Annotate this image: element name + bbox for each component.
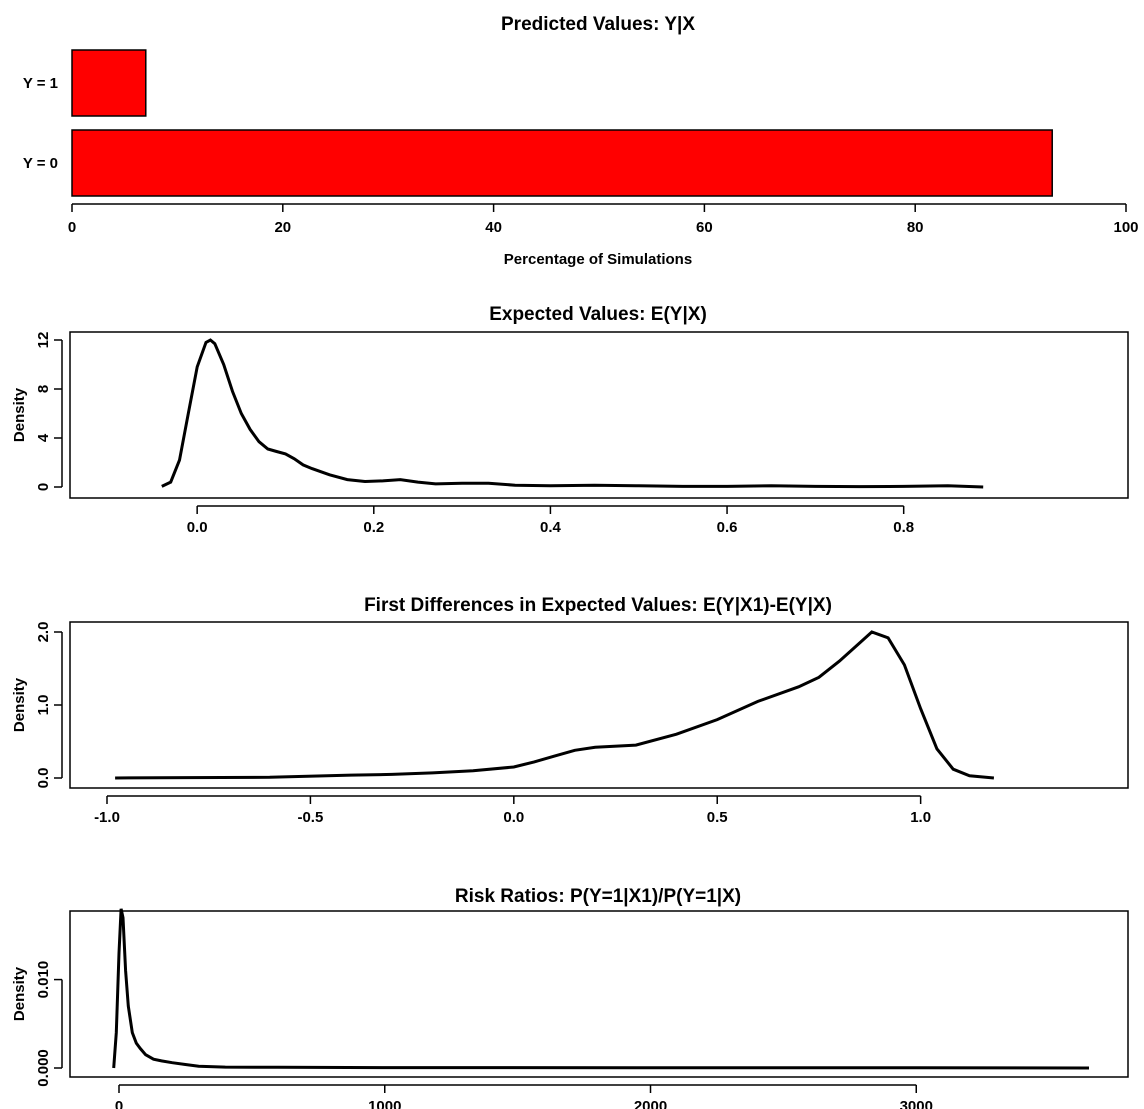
x-tick-label: 0 bbox=[68, 219, 76, 236]
x-tick-label: 0.4 bbox=[540, 519, 562, 536]
y-tick-label: 0.0 bbox=[35, 768, 52, 789]
x-tick-label: -0.5 bbox=[297, 809, 323, 826]
bar bbox=[71, 49, 147, 117]
bar bbox=[71, 129, 1053, 197]
risk-ratios-panel: Risk Ratios: P(Y=1|X1)/P(Y=1|X) Density … bbox=[11, 886, 1129, 1109]
chart-title: Expected Values: E(Y|X) bbox=[489, 304, 707, 325]
x-tick-label: 0.8 bbox=[893, 519, 914, 536]
expected-values-panel: Expected Values: E(Y|X) Density 0.0 0.2 0.… bbox=[11, 304, 1129, 536]
y-tick-label: 2.0 bbox=[35, 622, 52, 643]
y-tick-label: 0 bbox=[35, 483, 52, 491]
x-tick-label: -1.0 bbox=[94, 809, 120, 826]
x-tick-label: 0 bbox=[115, 1098, 123, 1109]
y-tick-label: 4 bbox=[35, 433, 52, 442]
plot-frame bbox=[69, 331, 1129, 499]
x-tick-label: 0.2 bbox=[363, 519, 384, 536]
chart-title: Predicted Values: Y|X bbox=[501, 14, 695, 35]
y-tick-label: 0.010 bbox=[35, 961, 52, 999]
x-tick-label: 2000 bbox=[634, 1098, 667, 1109]
chart-title: Risk Ratios: P(Y=1|X1)/P(Y=1|X) bbox=[455, 886, 741, 907]
y-tick-label: 1.0 bbox=[35, 695, 52, 716]
chart-title: First Differences in Expected Values: E(… bbox=[364, 595, 832, 616]
x-tick-label: 0.0 bbox=[503, 809, 524, 826]
x-axis-label: Percentage of Simulations bbox=[504, 251, 692, 268]
x-tick-label: 1000 bbox=[368, 1098, 401, 1109]
category-label: Y = 0 bbox=[23, 155, 58, 172]
density-curve bbox=[115, 630, 995, 780]
x-tick-label: 0.0 bbox=[187, 519, 208, 536]
density-curve bbox=[112, 908, 1090, 1070]
x-tick-label: 20 bbox=[274, 219, 291, 236]
x-tick-label: 1.0 bbox=[910, 809, 931, 826]
predicted-values-panel: Predicted Values: Y|X Percentage of Simu… bbox=[23, 14, 1139, 268]
x-tick-label: 100 bbox=[1113, 219, 1138, 236]
y-tick-label: 0.000 bbox=[35, 1049, 52, 1087]
plot-frame bbox=[69, 910, 1129, 1078]
y-axis-label: Density bbox=[11, 677, 28, 732]
first-differences-panel: First Differences in Expected Values: E(… bbox=[11, 595, 1129, 826]
x-tick-label: 60 bbox=[696, 219, 713, 236]
density-curve bbox=[161, 338, 984, 489]
y-tick-label: 12 bbox=[35, 332, 52, 349]
y-axis-label: Density bbox=[11, 966, 28, 1021]
x-tick-label: 0.6 bbox=[717, 519, 738, 536]
x-tick-label: 40 bbox=[485, 219, 502, 236]
x-tick-label: 3000 bbox=[900, 1098, 933, 1109]
x-tick-label: 80 bbox=[907, 219, 924, 236]
y-tick-label: 8 bbox=[35, 385, 52, 393]
plot-frame bbox=[69, 621, 1129, 789]
x-tick-label: 0.5 bbox=[707, 809, 728, 826]
y-axis-label: Density bbox=[11, 387, 28, 442]
category-label: Y = 1 bbox=[23, 75, 58, 92]
